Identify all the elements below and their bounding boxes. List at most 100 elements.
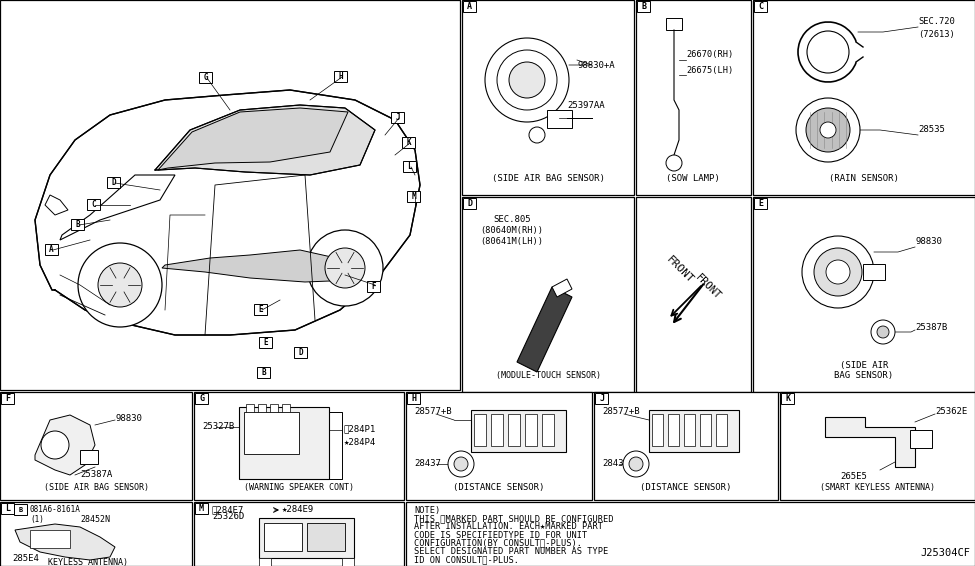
Text: E: E xyxy=(263,338,268,347)
Circle shape xyxy=(820,122,836,138)
Text: (WARNING SPEAKER CONT): (WARNING SPEAKER CONT) xyxy=(244,483,354,492)
Text: 25327B: 25327B xyxy=(202,422,234,431)
Circle shape xyxy=(497,50,557,110)
Bar xyxy=(542,414,554,446)
Text: BAG SENSOR): BAG SENSOR) xyxy=(835,371,893,380)
Bar xyxy=(195,503,208,514)
Bar xyxy=(403,161,416,172)
Circle shape xyxy=(454,457,468,471)
Bar xyxy=(406,502,975,566)
Circle shape xyxy=(98,263,142,307)
Text: C: C xyxy=(758,2,763,11)
Text: (1): (1) xyxy=(30,515,44,524)
Circle shape xyxy=(78,243,162,327)
Bar xyxy=(407,191,420,202)
Bar xyxy=(716,414,727,446)
Text: ( SMART: ( SMART xyxy=(70,548,105,557)
Circle shape xyxy=(629,457,643,471)
Bar xyxy=(199,72,212,83)
Bar xyxy=(525,414,537,446)
Text: C: C xyxy=(92,200,96,209)
Text: H: H xyxy=(411,394,416,403)
Text: (SMART KEYLESS ANTENNA): (SMART KEYLESS ANTENNA) xyxy=(820,483,934,492)
Bar xyxy=(666,18,682,30)
Circle shape xyxy=(826,260,850,284)
Text: E: E xyxy=(258,305,263,314)
Bar xyxy=(334,71,347,82)
Text: (DISTANCE SENSOR): (DISTANCE SENSOR) xyxy=(453,483,545,492)
Text: G: G xyxy=(203,73,208,82)
Bar xyxy=(863,264,885,280)
Text: M: M xyxy=(199,504,204,513)
Polygon shape xyxy=(15,524,115,560)
Circle shape xyxy=(448,451,474,477)
Bar xyxy=(107,177,120,188)
Bar xyxy=(462,0,634,195)
Text: L: L xyxy=(5,504,10,513)
Text: 28437: 28437 xyxy=(602,459,629,468)
Bar xyxy=(910,430,932,448)
Bar xyxy=(780,392,975,500)
Bar xyxy=(649,410,739,452)
Polygon shape xyxy=(35,415,95,475)
Circle shape xyxy=(307,230,383,306)
Circle shape xyxy=(806,108,850,152)
Text: (DISTANCE SENSOR): (DISTANCE SENSOR) xyxy=(641,483,731,492)
Text: 25326D: 25326D xyxy=(212,512,245,521)
Bar xyxy=(463,1,476,12)
Text: (72613): (72613) xyxy=(918,29,955,38)
Bar xyxy=(636,0,751,195)
Bar xyxy=(1,393,14,404)
Text: 25362E: 25362E xyxy=(935,407,967,416)
Text: FRONT: FRONT xyxy=(664,254,695,285)
Bar xyxy=(754,1,767,12)
Text: CONFIGURATION(BY CONSULTⅢ-PLUS).: CONFIGURATION(BY CONSULTⅢ-PLUS). xyxy=(414,539,582,548)
Circle shape xyxy=(623,451,649,477)
Polygon shape xyxy=(155,105,375,175)
Bar xyxy=(246,404,254,412)
Text: 25387A: 25387A xyxy=(80,470,112,479)
Text: 98830: 98830 xyxy=(115,414,142,423)
Bar xyxy=(463,198,476,209)
Text: CODE IS SPECIFIEDTYPE ID FOR UNIT: CODE IS SPECIFIEDTYPE ID FOR UNIT xyxy=(414,530,587,539)
Text: 98830+A: 98830+A xyxy=(577,61,614,70)
Circle shape xyxy=(529,127,545,143)
Bar xyxy=(307,523,345,551)
Bar xyxy=(258,404,266,412)
Text: 28577+B: 28577+B xyxy=(414,407,451,416)
Bar xyxy=(406,392,592,500)
Bar xyxy=(244,412,299,454)
Circle shape xyxy=(509,62,545,98)
Text: 081A6-8161A: 081A6-8161A xyxy=(30,505,81,514)
Bar xyxy=(1,503,14,514)
Bar xyxy=(259,518,354,558)
Text: M: M xyxy=(411,192,415,201)
Text: D: D xyxy=(467,199,472,208)
Text: 26670(RH): 26670(RH) xyxy=(686,50,733,59)
Text: (ADAS CONT): (ADAS CONT) xyxy=(269,549,329,558)
Text: D: D xyxy=(111,178,116,187)
Bar xyxy=(239,407,329,479)
Text: 25387B: 25387B xyxy=(915,323,948,332)
Bar xyxy=(781,393,794,404)
Bar xyxy=(491,414,503,446)
Bar xyxy=(259,337,272,348)
Text: B: B xyxy=(75,220,80,229)
Text: G: G xyxy=(199,394,204,403)
Circle shape xyxy=(796,98,860,162)
Text: F: F xyxy=(371,282,375,291)
Bar xyxy=(87,199,100,210)
Polygon shape xyxy=(552,279,572,297)
Bar xyxy=(595,393,608,404)
Bar xyxy=(753,197,975,392)
Text: D: D xyxy=(298,348,303,357)
Circle shape xyxy=(802,236,874,308)
Polygon shape xyxy=(60,175,175,240)
Bar xyxy=(80,450,98,464)
Bar xyxy=(30,530,70,548)
Text: ID ON CONSULTⅢ-PLUS.: ID ON CONSULTⅢ-PLUS. xyxy=(414,555,519,564)
Bar xyxy=(637,1,650,12)
Text: ★284E9: ★284E9 xyxy=(282,505,314,514)
Text: E: E xyxy=(758,199,763,208)
Bar xyxy=(668,414,679,446)
